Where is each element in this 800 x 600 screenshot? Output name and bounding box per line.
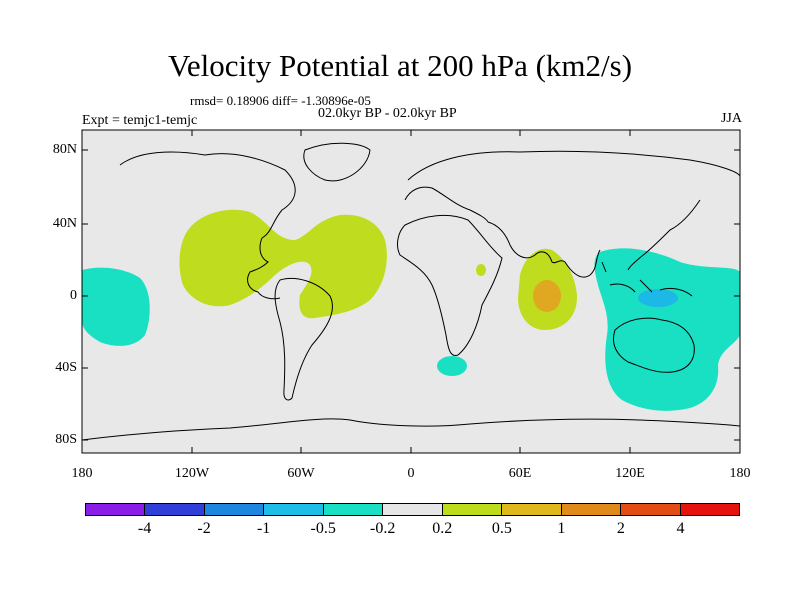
lon-tick-label: 60W	[287, 466, 315, 481]
lat-tick-label: 80N	[52, 142, 77, 157]
colorbar-tick-label: -0.2	[370, 520, 396, 537]
lon-tick-label: 120W	[174, 466, 210, 481]
colorbar-tick-label: -2	[197, 520, 211, 537]
lon-tick-label: 180	[729, 466, 751, 481]
lon-tick-label: 0	[407, 466, 415, 481]
tick-marks	[81, 130, 741, 453]
negative-region-east-pacific	[82, 267, 150, 346]
colorbar-tick-label: 0.5	[491, 520, 512, 537]
lat-tick-label: 40S	[55, 360, 77, 375]
south-america-coast	[274, 277, 333, 401]
plot-title: Velocity Potential at 200 hPa (km2/s)	[167, 48, 633, 83]
colorbar-swatch	[323, 504, 384, 515]
positive-region-africa-east	[476, 264, 486, 276]
colorbar-tick-label: -0.5	[310, 520, 336, 537]
colorbar-tick-label: -1	[256, 520, 271, 537]
africa-coast	[397, 215, 503, 357]
positive-core-indian-ocean	[533, 280, 561, 312]
coastlines	[81, 142, 741, 441]
antarctica-coast	[81, 418, 741, 441]
period-line: 02.0kyr BP - 02.0kyr BP	[318, 106, 457, 121]
colorbar-swatch	[442, 504, 503, 515]
positive-region-americas	[179, 209, 387, 319]
colorbar-swatch	[383, 504, 443, 515]
maritime-islands	[601, 261, 693, 297]
colorbar-swatch	[264, 504, 324, 515]
north-america-coast	[119, 151, 296, 300]
lon-tick-label: 180	[71, 466, 93, 481]
colorbar-swatch	[86, 504, 146, 515]
eurasia-coast	[407, 150, 741, 278]
colorbar-tick-label: 0.2	[432, 520, 453, 537]
colorbar-swatch	[145, 504, 205, 515]
colorbar-tick-label: 4	[676, 520, 685, 537]
negative-region-south-atlantic	[437, 356, 467, 376]
colorbar-tick-label: 1	[557, 520, 566, 537]
negative-region-west-pacific	[594, 248, 740, 411]
colorbar-swatch	[204, 504, 265, 515]
colorbar-swatch	[561, 504, 622, 515]
greenland-coast	[303, 142, 371, 182]
contour-fills	[82, 209, 740, 411]
experiment-label: Expt = temjc1-temjc	[82, 113, 198, 128]
colorbar-tick-label: -4	[137, 520, 152, 537]
colorbar	[85, 503, 740, 516]
lon-tick-label: 60E	[508, 466, 532, 481]
lat-tick-label: 40N	[52, 216, 77, 231]
colorbar-swatch	[502, 504, 562, 515]
australia-coast	[613, 317, 695, 373]
colorbar-swatch	[621, 504, 681, 515]
negative-core-maritime-continent	[638, 289, 678, 307]
season-label: JJA	[720, 111, 742, 126]
colorbar-tick-label: 2	[616, 520, 625, 537]
lat-tick-label: 0	[70, 288, 77, 303]
stats-line: rmsd= 0.18906 diff= -1.30896e-05	[190, 93, 371, 108]
europe-coast	[404, 186, 489, 223]
colorbar-swatch	[680, 504, 739, 515]
lat-tick-label: 80S	[55, 432, 77, 447]
lon-tick-label: 120E	[615, 466, 645, 481]
